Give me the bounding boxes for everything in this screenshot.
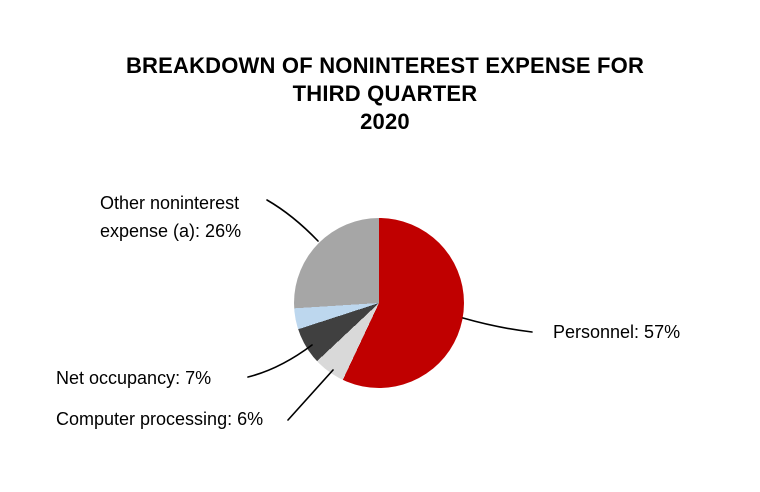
chart-title-line-1: BREAKDOWN OF NONINTEREST EXPENSE FOR — [125, 53, 645, 78]
chart-title-line-3: 2020 — [360, 109, 410, 134]
chart-title: BREAKDOWN OF NONINTEREST EXPENSE FOR THI… — [10, 52, 760, 136]
leader-line-personnel — [462, 317, 533, 333]
label-personnel: Personnel: 57% — [553, 322, 681, 342]
chart-title-line-2: THIRD QUARTER — [292, 81, 478, 106]
leader-line-computer-processing — [287, 369, 334, 421]
label-other-noninterest-expense: Other noninterest expense (a): 26% — [100, 193, 242, 241]
leader-line-other-noninterest — [266, 199, 319, 242]
leader-line-net-occupancy — [247, 344, 313, 378]
label-net-occupancy: Net occupancy: 7% — [56, 368, 212, 388]
pie-chart — [294, 218, 464, 388]
label-computer-processing: Computer processing: 6% — [56, 409, 264, 429]
